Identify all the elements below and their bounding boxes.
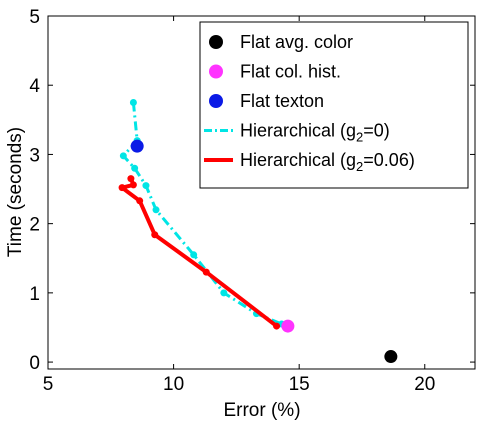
series-point-g006 xyxy=(129,181,137,189)
legend-label-hist: Flat col. hist. xyxy=(240,62,341,82)
legend-swatch-texton xyxy=(209,94,223,108)
series-point-g0 xyxy=(131,164,139,172)
series-point-g006 xyxy=(202,268,210,276)
series-point-g006 xyxy=(127,175,135,183)
legend-label-avg: Flat avg. color xyxy=(240,32,353,52)
legend-label-g0: Hierarchical (g2=0) xyxy=(240,121,390,145)
series-point-g006 xyxy=(136,197,144,205)
series-point-g006 xyxy=(273,322,281,330)
y-axis-title: Time (seconds) xyxy=(5,127,26,257)
series-line-g006 xyxy=(120,177,278,328)
series-point-g0 xyxy=(129,99,137,107)
y-tick-label: 0 xyxy=(29,353,40,374)
series-point-g0 xyxy=(220,289,228,297)
marker-avg xyxy=(384,350,398,364)
x-tick-label: 5 xyxy=(43,374,54,395)
y-tick-label: 5 xyxy=(29,7,40,28)
y-tick-label: 4 xyxy=(29,76,40,97)
marker-hist xyxy=(281,319,295,333)
legend-label-texton: Flat texton xyxy=(240,91,324,111)
legend-box xyxy=(199,21,469,189)
series-point-g0 xyxy=(142,182,150,190)
series-layer xyxy=(118,99,286,330)
series-point-g0 xyxy=(152,206,160,214)
y-tick-label: 2 xyxy=(29,215,40,236)
plot-frame xyxy=(47,15,476,370)
legend: Flat avg. color Flat col. hist. Flat texto… xyxy=(199,21,469,189)
series-point-g006 xyxy=(118,184,126,192)
x-tick-label: 10 xyxy=(163,374,184,395)
marker-layer xyxy=(130,139,398,364)
x-tick-label: 20 xyxy=(414,374,435,395)
series-point-g006 xyxy=(151,231,159,239)
series-point-g0 xyxy=(119,152,127,160)
y-tick-label: 1 xyxy=(29,284,40,305)
legend-swatch-avg xyxy=(209,35,223,49)
legend-label-g006: Hierarchical (g2=0.06) xyxy=(240,150,415,174)
marker-texton xyxy=(130,139,144,153)
series-point-g0 xyxy=(190,251,198,259)
x-tick-label: 15 xyxy=(289,374,310,395)
x-axis-title: Error (%) xyxy=(223,400,300,421)
tick-layer: 5 10 15 20 0 1 2 3 4 5 xyxy=(29,7,475,395)
legend-items: Flat avg. color Flat col. hist. Flat texto… xyxy=(204,32,415,174)
series-line-g0 xyxy=(121,102,283,326)
legend-swatch-hist xyxy=(209,64,223,79)
y-tick-label: 3 xyxy=(29,145,40,166)
